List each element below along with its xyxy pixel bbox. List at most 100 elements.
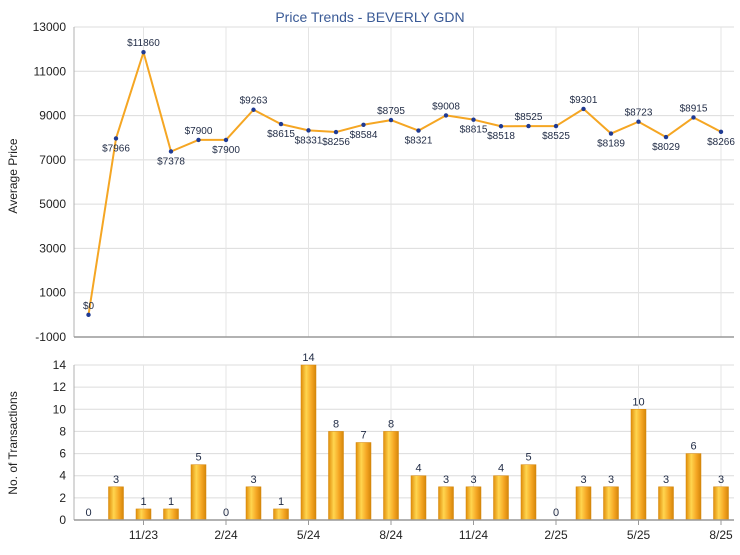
transactions-bar [630, 409, 647, 521]
price-data-label: $7378 [157, 156, 185, 167]
transactions-data-label: 10 [632, 396, 644, 408]
price-tick-label: 1000 [39, 286, 66, 300]
transactions-bar [108, 486, 124, 521]
x-tick-label: 8/24 [379, 528, 403, 542]
transactions-plot-area [74, 365, 734, 520]
transactions-data-label: 3 [718, 474, 724, 486]
price-point [141, 50, 146, 55]
price-data-label: $8525 [542, 131, 570, 142]
transactions-data-label: 0 [223, 507, 229, 519]
price-data-label: $8815 [460, 125, 488, 136]
transactions-data-label: 4 [498, 463, 504, 475]
price-data-label: $8518 [487, 131, 515, 142]
price-point [498, 124, 504, 129]
transactions-data-label: 5 [195, 452, 201, 464]
transactions-axis-label: No. of Transactions [6, 391, 20, 494]
price-data-label: $7900 [212, 145, 240, 156]
transactions-bar-chart: 0 2 4 6 8 10 12 14 0 3 1 1 5 0 3 1 14 8 7 8 4 3 3 4 5 0 3 3 10 3 6 3 11/… [53, 352, 734, 542]
price-data-label: $9263 [240, 96, 268, 107]
x-tick-label: 5/24 [297, 528, 321, 542]
transactions-tick-label: 6 [59, 447, 66, 461]
price-tick-label: 11000 [34, 64, 67, 78]
transactions-data-label: 3 [663, 474, 669, 486]
transactions-data-label: 14 [302, 352, 314, 364]
transactions-data-label: 3 [250, 474, 256, 486]
price-point [553, 123, 559, 129]
price-point [86, 312, 91, 318]
transactions-data-label: 3 [113, 474, 119, 486]
price-data-label: $8584 [350, 130, 378, 141]
transactions-data-label: 6 [690, 441, 696, 453]
price-data-label: $8915 [680, 103, 708, 114]
price-tick-label: 13000 [33, 20, 67, 34]
x-tick-label: 11/24 [459, 528, 488, 542]
price-point [663, 134, 669, 140]
transactions-bar [410, 475, 427, 521]
transactions-data-label: 0 [85, 507, 91, 519]
transactions-data-label: 4 [415, 463, 421, 475]
price-point [608, 131, 614, 136]
price-point [251, 107, 256, 112]
price-data-label: $8525 [515, 112, 543, 123]
price-point [443, 113, 449, 118]
price-data-label: $7966 [102, 143, 130, 154]
price-data-label: $8266 [707, 137, 735, 148]
price-data-label: $7900 [185, 126, 213, 137]
price-data-label: $8189 [597, 139, 625, 150]
transactions-bar [520, 464, 537, 521]
transactions-tick-label: 14 [53, 358, 67, 372]
price-tick-label: 5000 [39, 197, 66, 211]
transactions-bar [190, 464, 207, 521]
transactions-bar [465, 486, 482, 521]
price-point [168, 149, 174, 154]
price-tick-label: 7000 [39, 153, 66, 167]
transactions-bar [658, 486, 674, 521]
price-point [416, 128, 421, 133]
price-data-label: $8321 [405, 136, 433, 147]
price-point [196, 137, 201, 143]
transactions-bar [273, 508, 289, 521]
x-tick-label: 8/25 [709, 528, 733, 542]
transactions-bar [603, 486, 619, 521]
price-series-line [87, 51, 722, 316]
transactions-data-label: 3 [608, 474, 614, 486]
transactions-data-label: 5 [525, 452, 531, 464]
transactions-tick-label: 10 [53, 402, 67, 416]
transactions-tick-label: 8 [59, 424, 66, 438]
price-point [278, 121, 284, 127]
price-data-label: $0 [83, 301, 95, 312]
transactions-tick-label: 12 [53, 380, 67, 394]
transactions-data-label: 1 [168, 496, 174, 508]
x-tick-label: 5/25 [627, 528, 651, 542]
price-point [526, 123, 531, 129]
price-point [361, 122, 366, 127]
price-tick-label: 9000 [39, 109, 66, 123]
transactions-data-label: 1 [278, 496, 284, 508]
price-point [113, 136, 119, 141]
transactions-data-label: 8 [333, 418, 339, 430]
transactions-bar [438, 486, 454, 521]
transactions-bar [245, 486, 262, 521]
price-point [718, 129, 724, 135]
x-tick-label: 11/23 [129, 528, 158, 542]
price-point [388, 117, 394, 123]
transactions-data-label: 3 [443, 474, 449, 486]
price-point [223, 137, 229, 143]
price-tick-label: -1000 [35, 330, 66, 344]
price-axis-label: Average Price [6, 138, 20, 213]
transactions-bar [355, 442, 372, 521]
price-data-label: $8331 [295, 135, 323, 146]
transactions-bar [685, 453, 702, 521]
transactions-data-label: 3 [470, 474, 476, 486]
price-data-label: $8029 [652, 142, 680, 153]
transactions-bar [163, 508, 179, 521]
price-data-label: $8615 [267, 129, 295, 140]
price-data-label: $8723 [625, 108, 653, 119]
price-data-label: $9301 [570, 95, 598, 106]
price-point [471, 117, 476, 122]
price-point [691, 115, 696, 120]
transactions-data-label: 7 [360, 430, 366, 442]
transactions-bar [300, 364, 317, 521]
